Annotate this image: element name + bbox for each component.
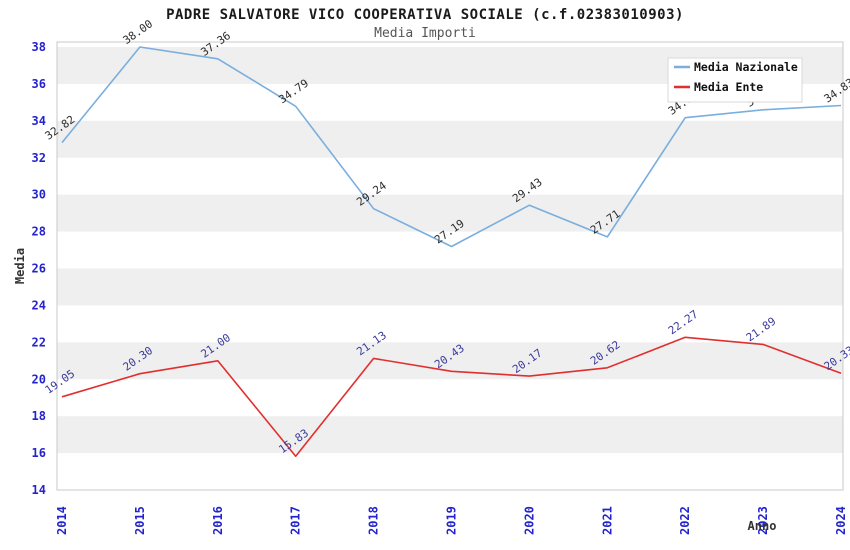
x-axis-title: Anno <box>748 519 777 533</box>
chart-subtitle: Media Importi <box>374 26 476 41</box>
y-tick-label: 32 <box>32 151 46 165</box>
legend-label-media-ente: Media Ente <box>694 80 763 94</box>
legend: Media Nazionale Media Ente <box>667 57 803 103</box>
grid-band <box>57 120 843 158</box>
y-tick-label: 38 <box>32 40 46 54</box>
data-label-media-nazionale: 38.00 <box>121 17 156 47</box>
grid-band <box>57 416 843 454</box>
y-tick-label: 18 <box>32 409 46 423</box>
y-tick-label: 22 <box>32 335 46 349</box>
series-line-media-ente <box>61 336 842 458</box>
x-tick-label: 2020 <box>522 506 536 535</box>
y-tick-label: 30 <box>32 188 46 202</box>
series-line-media-nazionale <box>61 46 842 248</box>
x-tick-label: 2016 <box>211 506 225 535</box>
chart-title: PADRE SALVATORE VICO COOPERATIVA SOCIALE… <box>166 7 684 23</box>
axis-titles: Media Anno <box>13 248 776 533</box>
y-tick-label: 26 <box>32 262 46 276</box>
grid-band <box>57 268 843 306</box>
x-tick-label: 2019 <box>445 506 459 535</box>
legend-label-media-nazionale: Media Nazionale <box>694 60 798 74</box>
x-tick-label: 2024 <box>834 506 848 535</box>
x-tick-label: 2014 <box>55 506 69 535</box>
y-tick-label: 24 <box>32 298 46 312</box>
grid-band <box>57 342 843 380</box>
data-label-media-ente: 21.89 <box>744 315 779 345</box>
plot-border <box>56 41 844 491</box>
x-tick-label: 2022 <box>678 506 692 535</box>
y-tick-label: 36 <box>32 77 46 91</box>
x-tick-label: 2015 <box>133 506 147 535</box>
x-tick-label: 2023 <box>756 506 770 535</box>
x-tick-label: 2017 <box>289 506 303 535</box>
data-label-media-ente: 22.27 <box>666 308 701 338</box>
y-tick-label: 34 <box>32 114 46 128</box>
y-axis-title: Media <box>13 248 27 284</box>
legend-box <box>667 57 803 103</box>
x-tick-label: 2021 <box>600 506 614 535</box>
y-tick-label: 16 <box>32 446 46 460</box>
y-tick-label: 14 <box>32 483 46 497</box>
x-tick-label: 2018 <box>367 506 381 535</box>
y-tick-label: 20 <box>32 372 46 386</box>
grid-band <box>57 194 843 232</box>
y-tick-label: 28 <box>32 225 46 239</box>
